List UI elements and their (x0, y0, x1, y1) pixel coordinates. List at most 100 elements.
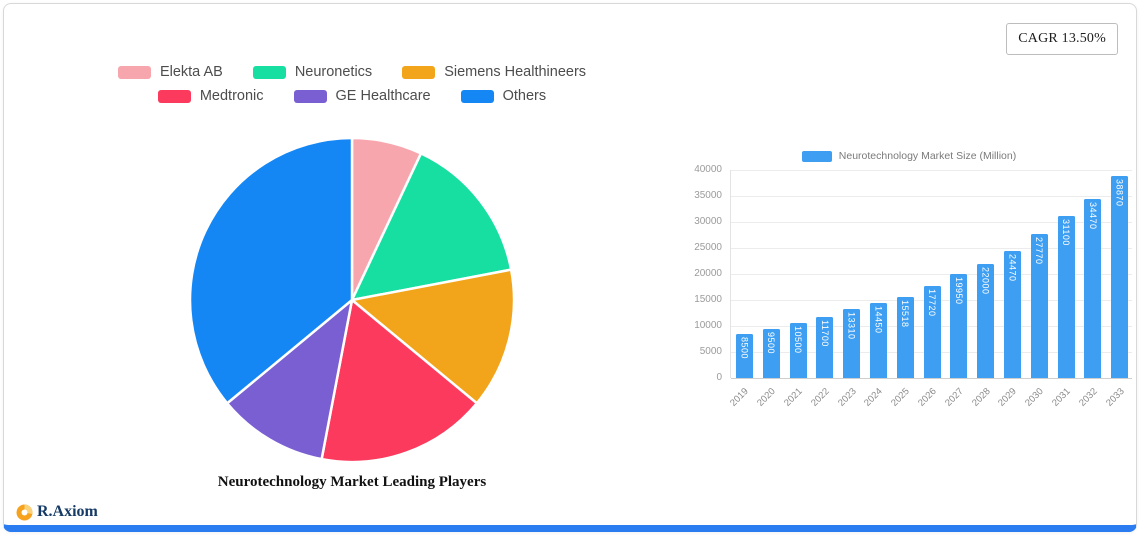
bar-2030[interactable]: 27770 (1030, 233, 1048, 378)
legend-item-medtronic[interactable]: Medtronic (157, 88, 264, 104)
y-tick-label-15000: 15000 (694, 294, 722, 305)
x-tick-label-2021: 2021 (782, 386, 805, 409)
bar-value-label-2030: 27770 (1034, 236, 1045, 265)
y-tick-label-10000: 10000 (694, 320, 722, 331)
pie-slice-ge-healthcare[interactable] (225, 298, 354, 461)
bar-2023[interactable]: 13310 (843, 308, 861, 378)
x-tick-label-2023: 2023 (835, 386, 859, 409)
x-tick-label-2032: 2032 (1076, 386, 1100, 409)
bar-value-label-2031: 31100 (1061, 219, 1071, 247)
gridline-20000 (731, 274, 1132, 275)
legend-swatch-siemens-healthineers (402, 65, 436, 79)
bar-value-label-2029: 24470 (1007, 253, 1018, 282)
pie-legend-row: Elekta AB Neuronetics Siemens Healthineers (117, 64, 586, 80)
bar-value-label-2022: 11700 (819, 320, 830, 348)
pie-slice-siemens-healthineers[interactable] (350, 268, 516, 405)
legend-label: Medtronic (199, 88, 264, 104)
pie-legend: Elekta AB Neuronetics Siemens Healthineers… (62, 64, 642, 104)
bar-2022[interactable]: 11700 (816, 317, 834, 378)
bar-value-label-2027: 19950 (953, 277, 964, 305)
bar-2019[interactable]: 8500 (735, 333, 753, 378)
report-card: CAGR 13.50% Elekta AB Neuronetics Siemens … (3, 3, 1137, 532)
x-tick-label-2026: 2026 (916, 386, 939, 409)
legend-swatch-others (460, 89, 494, 103)
legend-label: Others (502, 88, 547, 104)
x-tick-label-2029: 2029 (996, 386, 1020, 409)
pie-chart-section: Elekta AB Neuronetics Siemens Healthineers… (62, 64, 642, 504)
x-tick-label-2022: 2022 (808, 386, 832, 409)
x-tick-label-2031: 2031 (1050, 386, 1073, 409)
bar-value-label-2021: 10500 (793, 326, 803, 354)
bar-2029[interactable]: 24470 (1003, 250, 1021, 378)
bar-value-label-2032: 34470 (1087, 201, 1098, 230)
bar-2031[interactable]: 31100 (1057, 216, 1075, 378)
bar-value-label-2025: 15518 (900, 300, 911, 328)
brand-pie-icon (16, 504, 33, 520)
y-tick-label-0: 0 (716, 372, 722, 383)
bar-value-label-2033: 38870 (1114, 178, 1125, 207)
pie-legend-row: Medtronic GE Healthcare Others (157, 88, 547, 104)
pie-chart (182, 130, 522, 470)
x-tick-label-2019: 2019 (728, 386, 752, 409)
legend-swatch-neuronetics (252, 65, 286, 79)
bar-2021[interactable]: 10500 (789, 323, 807, 378)
legend-item-others[interactable]: Others (460, 88, 547, 104)
bar-2027[interactable]: 19950 (950, 274, 968, 378)
legend-label: Neuronetics (294, 64, 373, 80)
x-tick-label-2020: 2020 (755, 386, 778, 409)
x-tick-label-2027: 2027 (942, 386, 966, 409)
legend-label: GE Healthcare (335, 88, 431, 104)
x-tick-label-2028: 2028 (969, 386, 993, 409)
y-tick-label-20000: 20000 (694, 268, 722, 279)
brand-logo: R.Axiom (16, 503, 98, 521)
bar-chart-section: Neurotechnology Market Size (Million) 0 5… (680, 140, 1138, 450)
x-tick-label-2030: 2030 (1023, 386, 1046, 409)
bar-legend-swatch (801, 150, 832, 162)
legend-item-siemens-healthineers[interactable]: Siemens Healthineers (402, 64, 586, 80)
legend-item-elekta-ab[interactable]: Elekta AB (117, 64, 223, 80)
bar-2032[interactable]: 34470 (1084, 198, 1102, 378)
bar-2026[interactable]: 17720 (923, 285, 941, 378)
bar-chart-x-axis: 2019 2020 2021 2022 2023 2024 2025 2026 2027 2028… (728, 380, 1132, 426)
bar-value-label-2024: 14450 (873, 305, 884, 334)
y-tick-label-35000: 35000 (694, 190, 722, 201)
cagr-badge: CAGR 13.50% (1006, 23, 1118, 55)
legend-swatch-ge-healthcare (293, 89, 327, 103)
brand-name: R.Axiom (37, 503, 98, 520)
bar-2033[interactable]: 38870 (1111, 175, 1129, 378)
bar-2024[interactable]: 14450 (869, 302, 887, 378)
y-tick-label-5000: 5000 (699, 346, 722, 357)
bar-value-label-2026: 17720 (927, 288, 937, 317)
bar-2020[interactable]: 9500 (762, 328, 780, 378)
y-tick-label-40000: 40000 (694, 164, 722, 175)
y-tick-label-30000: 30000 (694, 216, 722, 227)
bar-chart-legend[interactable]: Neurotechnology Market Size (Million) (680, 148, 1138, 164)
legend-label: Siemens Healthineers (444, 64, 587, 80)
gridline-40000 (731, 170, 1132, 171)
pie-slice-medtronic[interactable] (320, 298, 479, 464)
x-tick-label-2025: 2025 (889, 386, 912, 409)
pie-slice-others[interactable] (188, 136, 354, 405)
pie-slice-neuronetics[interactable] (350, 152, 513, 302)
bar-legend-label: Neurotechnology Market Size (Million) (838, 150, 1017, 162)
legend-swatch-medtronic (157, 89, 191, 103)
gridline-30000 (731, 222, 1132, 223)
pie-svg (188, 136, 516, 464)
legend-swatch-elekta-ab (117, 65, 151, 79)
x-tick-label-2033: 2033 (1103, 386, 1127, 409)
gridline-35000 (731, 196, 1132, 197)
bar-value-label-2020: 9500 (766, 331, 777, 354)
bar-chart-y-axis: 0 5000 10000 15000 20000 25000 30000 35000 40000 (680, 164, 726, 383)
bar-value-label-2028: 22000 (980, 266, 991, 295)
y-tick-label-25000: 25000 (694, 242, 722, 253)
gridline-25000 (731, 248, 1132, 249)
legend-item-neuronetics[interactable]: Neuronetics (252, 64, 373, 80)
bar-value-label-2023: 13310 (846, 311, 857, 340)
gridline-0 (731, 378, 1132, 379)
bar-2025[interactable]: 15518 (896, 297, 914, 378)
bar-2028[interactable]: 22000 (977, 263, 995, 378)
pie-chart-title: Neurotechnology Market Leading Players (217, 474, 487, 490)
legend-item-ge-healthcare[interactable]: GE Healthcare (293, 88, 431, 104)
x-tick-label-2024: 2024 (862, 386, 886, 409)
